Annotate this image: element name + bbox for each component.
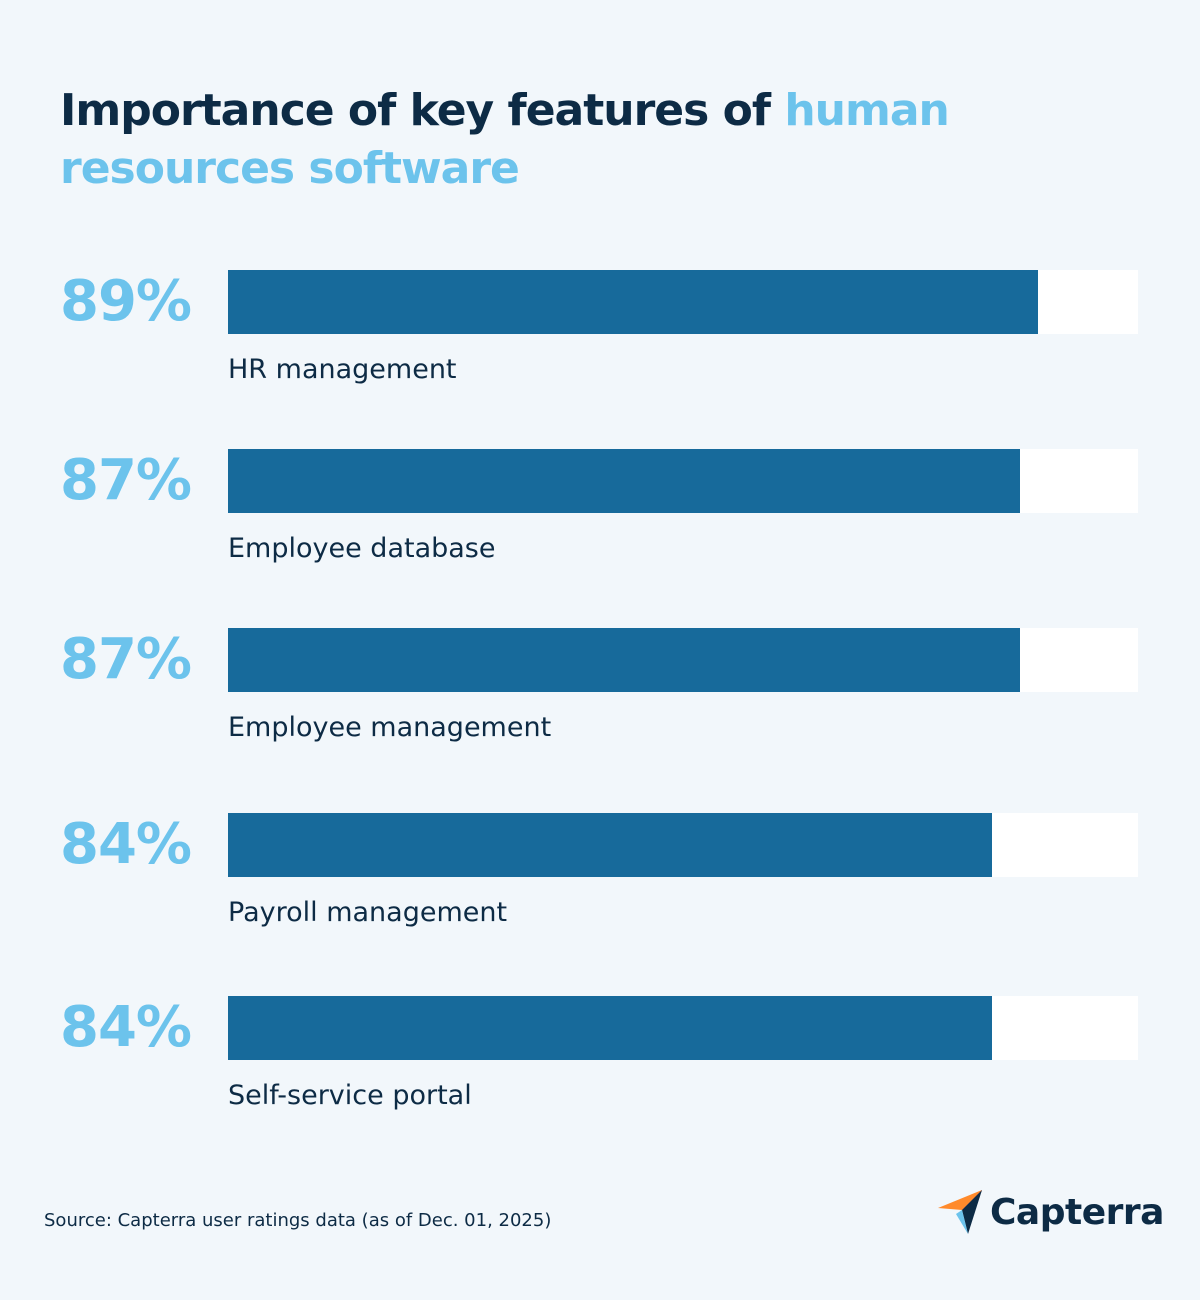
capterra-arrow-icon xyxy=(938,1190,982,1234)
bar xyxy=(228,270,1038,334)
bar-category-label: HR management xyxy=(228,354,457,385)
bar xyxy=(228,628,1020,692)
bar-row: 84% Self-service portal xyxy=(0,996,1200,1126)
title-part-highlight: human resources software xyxy=(60,85,950,194)
bar-category-label: Payroll management xyxy=(228,897,508,928)
bar-row: 87% Employee database xyxy=(0,449,1200,579)
bar-value-label: 84% xyxy=(60,812,192,877)
bar-track xyxy=(228,449,1138,513)
bar xyxy=(228,996,992,1060)
bar xyxy=(228,813,992,877)
bar-track xyxy=(228,628,1138,692)
bar xyxy=(228,449,1020,513)
capterra-logo: Capterra xyxy=(938,1186,1164,1238)
bar-track xyxy=(228,813,1138,877)
capterra-logo-text: Capterra xyxy=(990,1191,1164,1233)
bar-row: 84% Payroll management xyxy=(0,813,1200,943)
bar-value-label: 87% xyxy=(60,627,192,692)
bar-category-label: Employee database xyxy=(228,533,496,564)
source-note: Source: Capterra user ratings data (as o… xyxy=(44,1210,552,1231)
bar-row: 89% HR management xyxy=(0,270,1200,400)
bar-track xyxy=(228,996,1138,1060)
chart-title: Importance of key features of human reso… xyxy=(60,82,1060,198)
bar-value-label: 89% xyxy=(60,269,192,334)
bar-row: 87% Employee management xyxy=(0,628,1200,758)
bar-track xyxy=(228,270,1138,334)
bar-value-label: 87% xyxy=(60,448,192,513)
bar-category-label: Self-service portal xyxy=(228,1080,472,1111)
bar-value-label: 84% xyxy=(60,995,192,1060)
title-part-dark: Importance of key features of xyxy=(60,85,785,136)
bar-category-label: Employee management xyxy=(228,712,552,743)
